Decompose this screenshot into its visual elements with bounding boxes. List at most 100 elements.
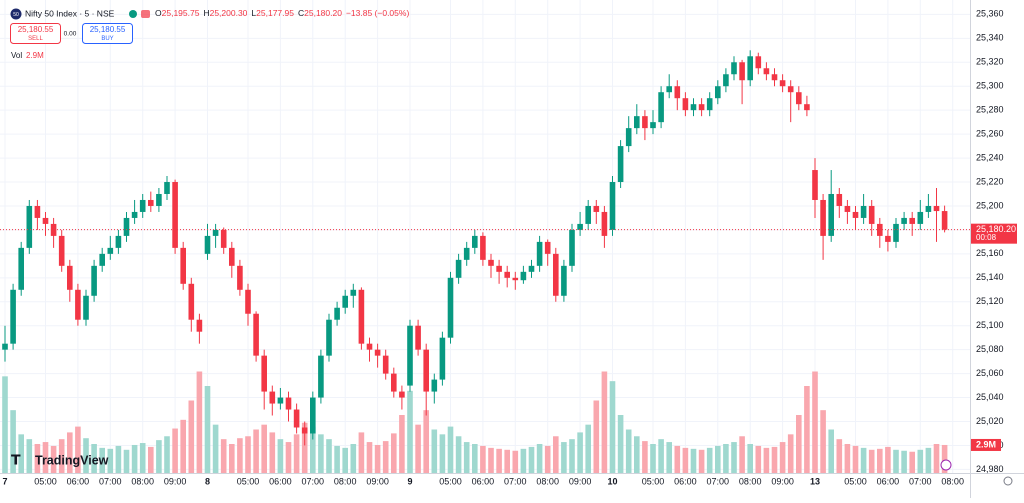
volume-bar [26,439,33,473]
candle-body [666,86,672,93]
y-tick-label: 25,120 [976,296,1004,306]
y-tick-label: 25,260 [976,128,1004,138]
candle-body [350,289,357,296]
ohlc-key: O [155,8,162,18]
ohlc-key: H [203,8,209,18]
sell-label[interactable]: SELL [28,36,43,42]
lightning-icon[interactable] [940,459,952,471]
y-tick-label: 25,100 [976,320,1004,330]
volume-bar [520,448,527,473]
volume-bar [787,434,794,473]
candle-body [407,325,413,386]
candle-body [58,235,65,266]
candle-body [391,373,397,392]
sell-button[interactable] [10,23,61,44]
x-tick-label: 05:00 [642,476,665,486]
candles [2,50,948,446]
volume-bar [34,444,41,473]
volume-bar [237,438,243,473]
buy-label[interactable]: BUY [101,36,113,42]
x-tick-label: 05:00 [237,476,260,486]
volume-bar [83,438,89,473]
symbol-icon-text: 50 [13,12,19,18]
candle-body [50,223,57,236]
volume-bar [706,447,713,473]
y-tick-label: 25,020 [976,416,1004,426]
logo: 𝗧 TradingView [11,452,109,468]
volume-bar [472,444,478,473]
volume-bar [715,445,721,473]
volume-bar [334,445,340,473]
symbol-icon [10,8,22,20]
settings-icon[interactable] [1003,476,1013,486]
volume-bar [131,444,138,473]
sell-price[interactable]: 25,180.55 [18,25,54,34]
volume-bar [318,434,324,473]
candle-body [828,193,834,236]
candle-body [415,325,421,350]
candle-body [690,104,697,111]
volume-bar [99,447,105,473]
candle-body [431,379,438,392]
volume-tag-label: 2.9M [976,439,996,449]
x-tick-label: 07:00 [707,476,730,486]
volume-bar [277,439,284,473]
status-icon[interactable] [129,10,137,18]
candle-body [123,217,130,236]
volume-bar [836,439,843,473]
volume-bar [577,432,583,473]
candle-body [787,86,794,93]
volume-bar [561,442,567,473]
price-tag [971,223,1017,244]
volume-bar [860,447,867,473]
candle-body [245,289,251,314]
ohlc-value: 25,180.20 [304,8,342,18]
volume-bar [382,441,389,473]
volume-bar [901,450,907,473]
volume-bar [642,441,648,473]
buy-button[interactable] [82,23,133,44]
volume-bar [488,447,494,473]
candle-body [796,92,802,105]
volume-bar [188,400,195,473]
candle-body [593,205,600,212]
ohlc-key: C [298,8,304,18]
volume-bar [212,424,219,473]
volume-bar [917,449,924,473]
volume-bar [779,442,786,473]
candle-body [682,98,689,111]
x-tick-label: 09:00 [164,476,187,486]
candle-body [917,211,924,224]
candle-body [83,295,89,320]
candle-body [229,247,235,266]
volume-bar [496,448,502,473]
candle-body [804,104,810,111]
candle-body [301,427,308,434]
x-tick-label: 07:00 [504,476,527,486]
volume-bar [812,371,818,473]
volume-bar [172,428,178,473]
candle-body [885,235,891,242]
candle-body [99,253,105,266]
candle-body [472,235,478,248]
candle-body [423,349,429,392]
volume-bar [804,386,810,473]
volume-bar [682,447,689,473]
volume-bar [261,424,267,473]
candle-body [318,355,324,398]
candle-body [812,170,818,200]
ohlc-change: −13.85 (−0.05%) [346,8,409,18]
volume-bar [2,376,8,473]
price-tag-countdown: 00:08 [976,233,997,242]
candle-body [650,122,656,129]
candle-body [642,116,648,129]
candle-body [844,205,851,212]
x-tick-label: 07:00 [302,476,325,486]
volume-bar [893,449,899,473]
buy-price[interactable]: 25,180.55 [90,25,126,34]
candle-body [293,409,300,428]
candle-body [569,229,575,266]
volume-bar [747,444,753,473]
volume-bar [58,439,65,473]
menu-icon[interactable] [141,10,150,18]
